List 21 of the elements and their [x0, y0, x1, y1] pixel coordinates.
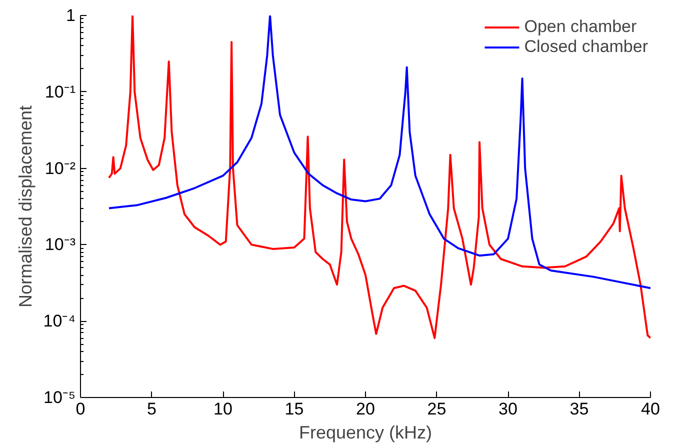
y-tick-label: 10⁻⁴ — [43, 312, 76, 331]
x-axis-title: Frequency (kHz) — [298, 422, 432, 442]
y-axis-title: Normalised displacement — [15, 105, 36, 308]
x-tick-label: 10 — [214, 400, 232, 418]
x-tick-label: 40 — [641, 400, 660, 418]
y-tick-label: 10⁻³ — [44, 235, 76, 254]
line-series — [108, 16, 650, 290]
x-tick-label: 15 — [284, 400, 304, 418]
y-tick-label: 10⁻¹ — [44, 82, 76, 102]
x-tick-label: 20 — [356, 400, 375, 418]
y-tick-label: 1 — [66, 6, 76, 25]
legend-label: Open chamber — [524, 17, 637, 37]
x-tick-label: 30 — [498, 400, 518, 418]
line-series — [108, 16, 650, 340]
legend-label: Closed chamber — [524, 37, 648, 57]
x-tick-label: 35 — [570, 400, 589, 418]
x-tick-label: 25 — [427, 400, 446, 418]
x-tick-label: 5 — [147, 400, 156, 418]
x-tick-label: 0 — [76, 400, 86, 418]
y-tick-label: 10⁻² — [44, 158, 76, 178]
y-tick-label: 10⁻⁵ — [44, 388, 76, 407]
